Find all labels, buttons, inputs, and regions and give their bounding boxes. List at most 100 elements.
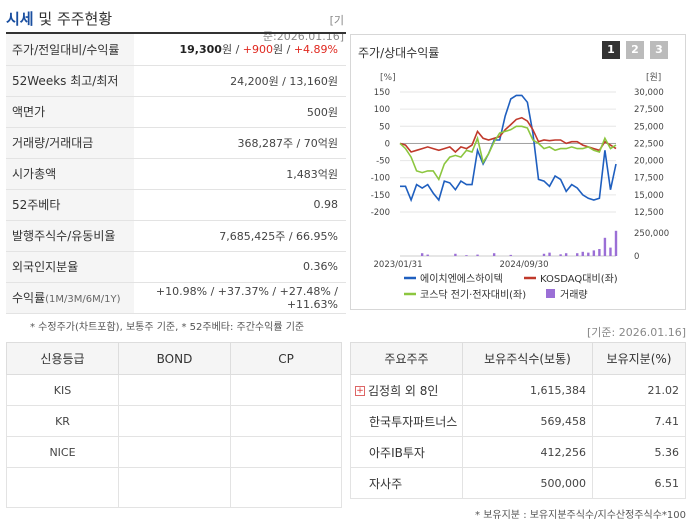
holder-name: 아주IB투자 (350, 436, 463, 468)
col-header: CP (230, 342, 342, 375)
title-accent: 시세 (6, 10, 34, 28)
left-tick-label: -50 (376, 157, 390, 167)
holder-shares: 1,615,384 (462, 374, 593, 406)
volume-bar (603, 237, 607, 256)
legend-label: 에이치엔에스하이텍 (420, 272, 503, 285)
volume-bar (592, 250, 596, 256)
expand-icon[interactable]: + (355, 386, 365, 396)
table-row: KR (6, 405, 342, 437)
price-change-value: 19,300원 / +900원 / +4.89% (134, 34, 346, 66)
left-tick-label: -200 (371, 208, 390, 218)
table-row: 자사주 500,000 6.51 (350, 467, 686, 499)
cell (118, 436, 231, 468)
price-info-table: 주가/전일대비/수익률 19,300원 / +900원 / +4.89% 52W… (6, 34, 346, 314)
volume-bar (548, 252, 551, 256)
right-tick-label: 15,000 (634, 191, 664, 201)
volume-bar (420, 253, 424, 256)
row-label: 발행주식수/유동비율 (6, 220, 134, 252)
holder-shares: 569,458 (462, 405, 593, 437)
cell (118, 467, 231, 508)
holder-percent: 6.51 (592, 467, 686, 499)
cell (230, 467, 342, 508)
cell (118, 374, 231, 406)
footnote-left: * 수정주가(차트포함), 보통주 기준, * 52주베타: 주간수익률 기준 (30, 322, 305, 333)
col-header: BOND (118, 342, 231, 375)
volume-tick-label: 250,000 (634, 229, 669, 239)
right-unit: [원] (646, 72, 661, 83)
legend-label: KOSDAQ대비(좌) (540, 273, 618, 285)
legend-swatch (546, 289, 555, 298)
volume-bar (509, 254, 512, 256)
table-row: 52Weeks 최고/최저 24,200원 / 13,160원 (6, 65, 346, 97)
right-tick-label: 22,500 (634, 139, 664, 149)
x-tick-label: 2024/09/30 (500, 260, 549, 270)
volume-bar (576, 253, 579, 256)
col-header: 보유주식수(보통) (462, 342, 593, 375)
rating-agency: NICE (6, 436, 119, 468)
chart-page-2-button[interactable]: 2 (626, 41, 644, 59)
right-tick-label: 12,500 (634, 208, 664, 218)
table-header-row: 주요주주 보유주식수(보통) 보유지분(%) (350, 342, 686, 375)
holder-name: 한국투자파트너스 (350, 405, 463, 437)
table-row (6, 467, 342, 508)
legend-label: 거래량 (560, 289, 588, 301)
table-header-row: 신용등급 BOND CP (6, 342, 342, 375)
left-tick-label: 50 (379, 122, 390, 132)
relative-return-chart: [%] [원] 150 100 50 0 -50 -100 -150 -200 30,000 27,5… (371, 72, 669, 301)
holder-percent: 5.36 (592, 436, 686, 468)
rating-agency: KIS (6, 374, 119, 406)
volume-bar (614, 230, 618, 256)
row-label: 52주베타 (6, 189, 134, 221)
volume-bar (476, 254, 479, 256)
table-row: 한국투자파트너스 569,458 7.41 (350, 405, 686, 437)
return-rates: +10.98% / +37.37% / +27.48% / +11.63% (134, 282, 346, 314)
cell (230, 374, 342, 406)
right-tick-label: 20,000 (634, 157, 664, 167)
holder-shares: 500,000 (462, 467, 593, 499)
chart-page-3-button[interactable]: 3 (650, 41, 668, 59)
col-header: 보유지분(%) (592, 342, 686, 375)
table-row: 거래량/거래대금 368,287주 / 70억원 (6, 127, 346, 159)
volume-bar (542, 253, 546, 256)
volume-tick-label: 0 (634, 252, 639, 262)
cell (230, 436, 342, 468)
volume-bar (598, 249, 601, 256)
right-tick-label: 17,500 (634, 174, 664, 184)
row-label: 거래량/거래대금 (6, 127, 134, 159)
cell (230, 405, 342, 437)
table-row: 주가/전일대비/수익률 19,300원 / +900원 / +4.89% (6, 34, 346, 66)
volume-bar (465, 255, 468, 256)
left-tick-label: -100 (371, 174, 390, 184)
right-tick-label: 27,500 (634, 105, 664, 115)
row-label: 52Weeks 최고/최저 (6, 65, 134, 97)
row-label: 주가/전일대비/수익률 (6, 34, 134, 66)
volume-bar (426, 254, 429, 256)
x-tick-label: 2023/01/31 (374, 260, 423, 270)
table-row: 시가총액 1,483억원 (6, 158, 346, 190)
table-row: 액면가 500원 (6, 96, 346, 128)
major-holders-table: 주요주주 보유주식수(보통) 보유지분(%) + 김정희 외 8인 1,615,3… (350, 342, 686, 499)
row-value: 0.98 (134, 189, 346, 221)
holder-shares: 412,256 (462, 436, 593, 468)
row-value: 368,287주 / 70억원 (134, 127, 346, 159)
row-label: 액면가 (6, 96, 134, 128)
row-value: 7,685,425주 / 66.95% (134, 220, 346, 252)
volume-bar (454, 253, 457, 256)
holder-percent: 7.41 (592, 405, 686, 437)
rating-agency: KR (6, 405, 119, 437)
series-line (399, 116, 617, 154)
holder-percent: 21.02 (592, 374, 686, 406)
series-line (400, 94, 617, 203)
col-header: 신용등급 (6, 342, 119, 375)
left-unit: [%] (380, 73, 396, 83)
title-rest: 및 주주현황 (33, 10, 113, 28)
volume-bar (581, 251, 584, 256)
volume-bar (587, 252, 590, 256)
legend-label: 코스닥 전기·전자대비(좌) (420, 289, 526, 301)
cell (118, 405, 231, 437)
chart-panel (350, 34, 686, 310)
holder-name: 자사주 (350, 467, 463, 499)
volume-bar (564, 253, 568, 256)
chart-page-1-button[interactable]: 1 (602, 41, 620, 59)
row-value: 0.36% (134, 251, 346, 283)
